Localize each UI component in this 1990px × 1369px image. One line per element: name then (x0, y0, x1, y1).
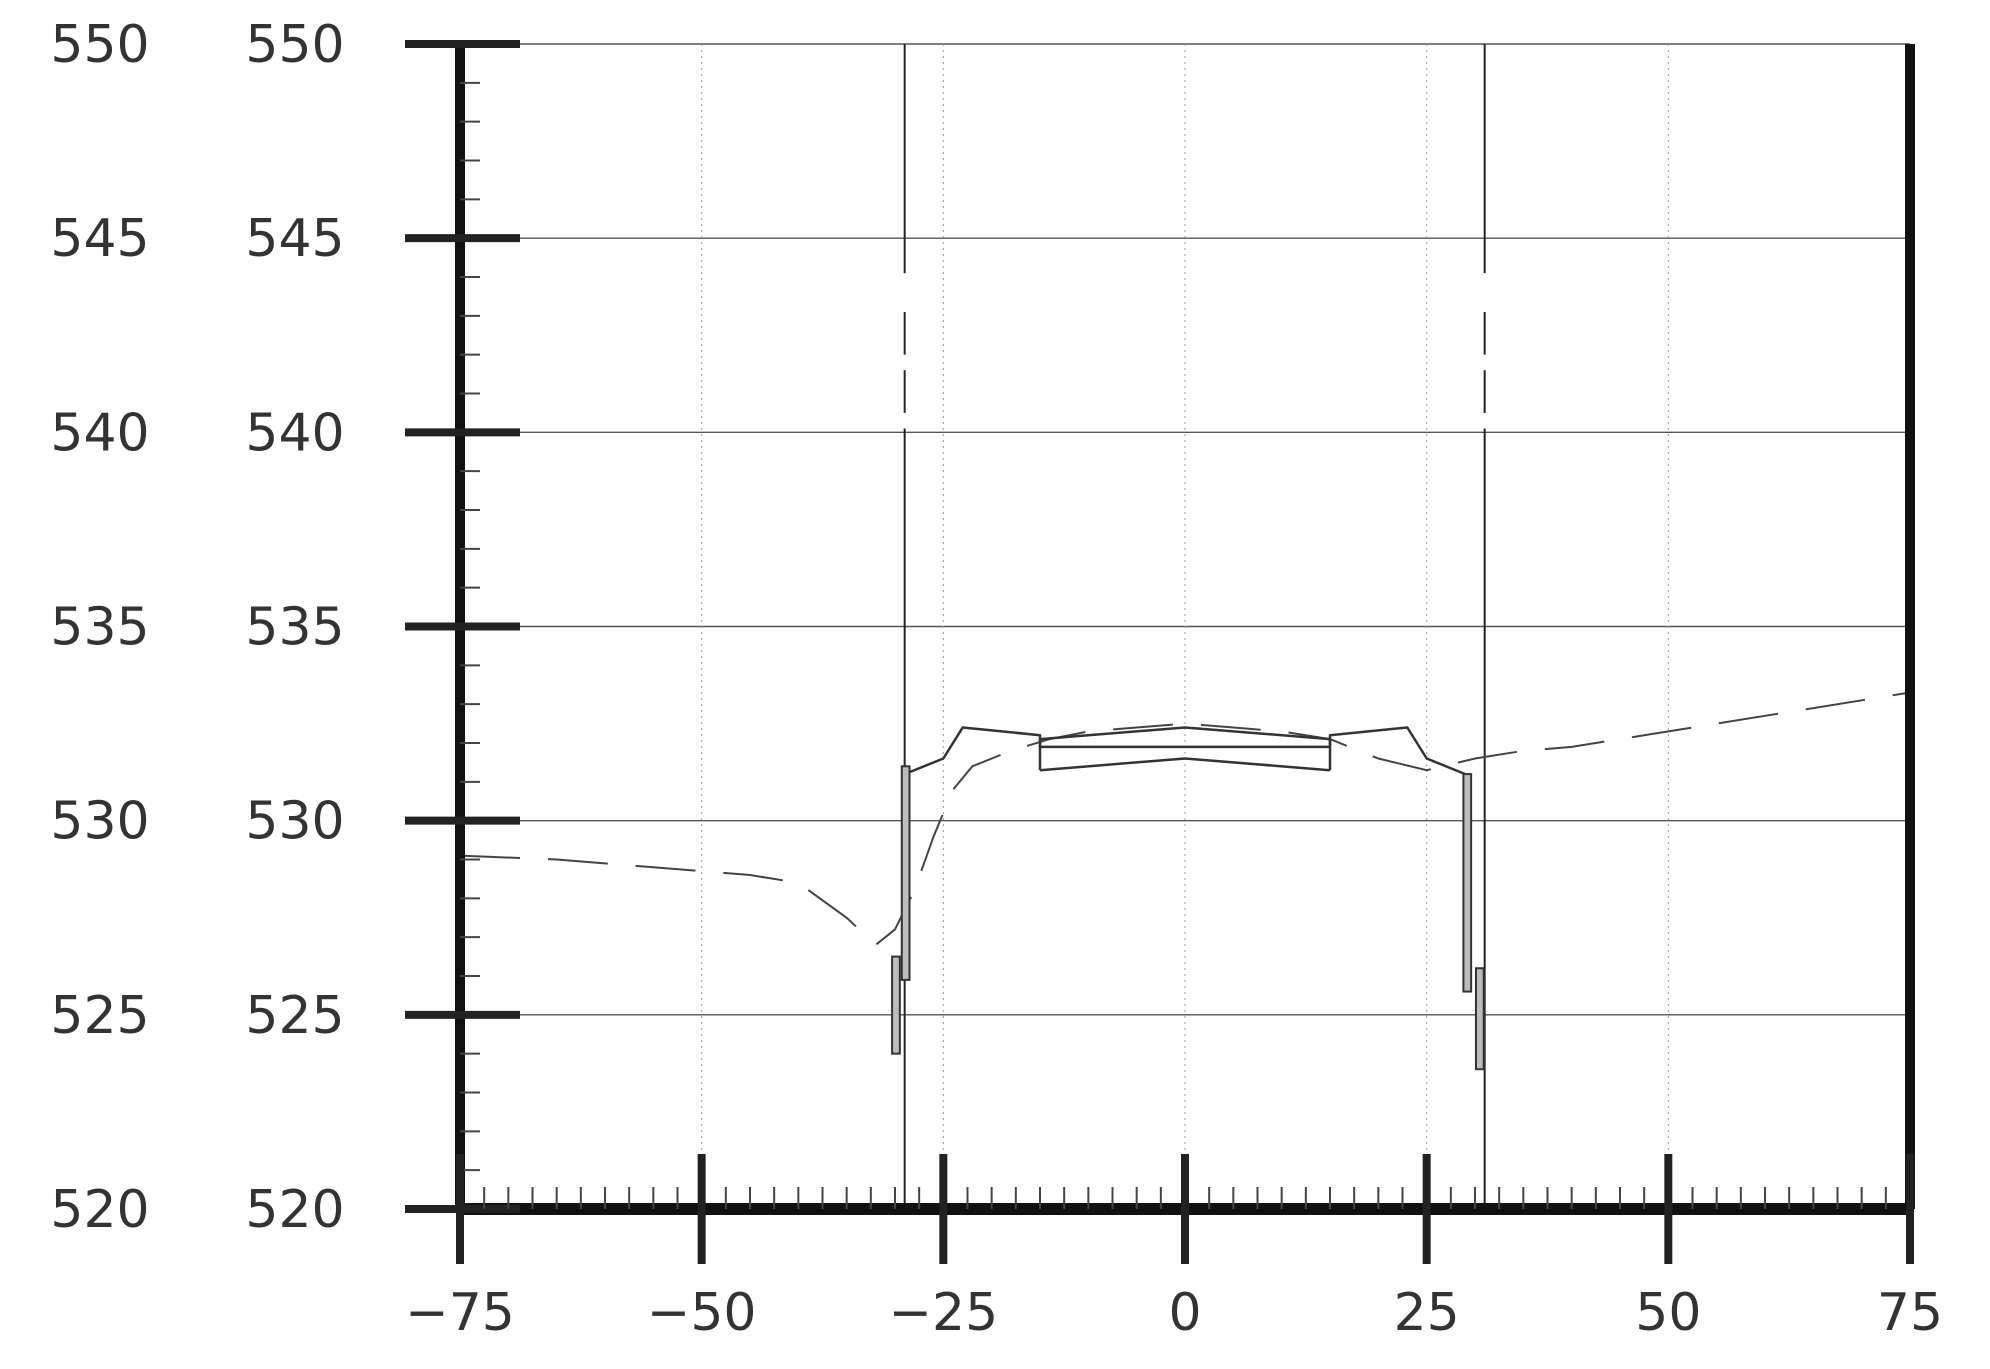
y-tick-label-inner: 525 (245, 986, 344, 1046)
y-tick-label-outer: 535 (50, 598, 149, 658)
y-tick-label-outer: 550 (50, 15, 149, 75)
x-tick-label: 50 (1635, 1283, 1701, 1343)
tick-labels: 550 545 540 535 530 525 520 550 545 540 535 530 525 5… (50, 15, 1943, 1343)
series-pavement-bottom (1039, 757, 1331, 772)
x-tick-label: −25 (888, 1283, 998, 1343)
series-pavement-top (1039, 726, 1331, 741)
x-tick-label: 25 (1394, 1283, 1460, 1343)
axes (405, 40, 1915, 1264)
left-pile (891, 955, 901, 1055)
x-tick-label: −50 (647, 1283, 757, 1343)
profile-series (459, 691, 1911, 947)
y-tick-label-outer: 545 (50, 209, 149, 269)
series-design-outline (904, 726, 1466, 776)
y-tick-label-inner: 545 (245, 209, 344, 269)
left-wall (900, 765, 911, 981)
y-tick-label-outer: 520 (50, 1180, 149, 1240)
x-tick-label: 0 (1168, 1283, 1201, 1343)
y-tick-label-inner: 535 (245, 598, 344, 658)
y-tick-label-inner: 540 (245, 403, 344, 463)
right-pile (1474, 967, 1485, 1071)
minor-grid (701, 44, 1669, 1209)
y-tick-label-inner: 530 (245, 792, 344, 852)
x-tick-label: −75 (405, 1283, 515, 1343)
y-tick-label-outer: 530 (50, 792, 149, 852)
y-tick-label-outer: 540 (50, 403, 149, 463)
y-tick-label-inner: 550 (245, 15, 344, 75)
x-tick-label: 75 (1877, 1283, 1943, 1343)
series-existing-ground (459, 691, 1911, 947)
right-wall (1462, 773, 1473, 993)
y-tick-label-outer: 525 (50, 986, 149, 1046)
y-tick-label-inner: 520 (245, 1180, 344, 1240)
retaining-walls (891, 765, 1485, 1071)
